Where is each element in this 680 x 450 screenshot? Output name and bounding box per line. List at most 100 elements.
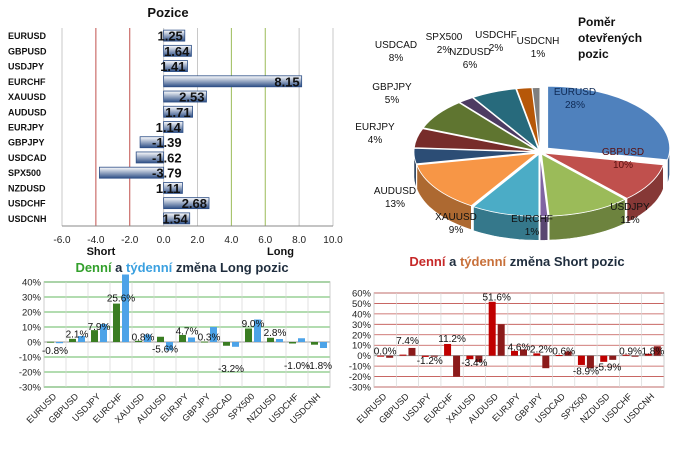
bar bbox=[135, 151, 165, 164]
y-tick-label: -20% bbox=[19, 368, 42, 379]
value-label: -1.62 bbox=[152, 150, 182, 165]
bar-daily bbox=[157, 336, 164, 342]
x-tick-label: 10.0 bbox=[323, 235, 343, 246]
category-label: GBPUSD bbox=[8, 46, 47, 56]
bar bbox=[163, 121, 184, 133]
data-label: 0.6% bbox=[552, 347, 575, 358]
value-label: 8.15 bbox=[274, 74, 299, 89]
y-tick-label: 40% bbox=[22, 278, 42, 289]
data-label: 25.6% bbox=[107, 294, 135, 305]
y-tick-label: 30% bbox=[22, 293, 42, 304]
category-label: USDJPY bbox=[8, 62, 44, 72]
category-label: XAUUSD bbox=[8, 92, 47, 102]
x-tick-label: -2.0 bbox=[121, 235, 139, 246]
bar-weekly bbox=[254, 319, 261, 342]
bar-weekly bbox=[78, 336, 85, 342]
x-tick-label: 8.0 bbox=[292, 235, 306, 246]
chart-title-part: a bbox=[445, 254, 459, 269]
data-label: 9.0% bbox=[242, 319, 265, 330]
bar-weekly bbox=[122, 274, 129, 342]
value-label: -3.79 bbox=[152, 166, 182, 181]
pie-value-label: 11% bbox=[620, 215, 639, 226]
bar-weekly bbox=[408, 347, 416, 356]
short-label: Short bbox=[87, 246, 116, 258]
bar-weekly bbox=[386, 355, 394, 358]
pie-label: USDCAD bbox=[375, 40, 417, 51]
value-label: 2.68 bbox=[182, 196, 207, 211]
data-label: 4.7% bbox=[176, 327, 199, 338]
data-label: -1.8% bbox=[306, 361, 332, 372]
pie-label: EURUSD bbox=[554, 87, 596, 98]
pie-slice bbox=[472, 88, 540, 151]
x-tick-label: -4.0 bbox=[87, 235, 105, 246]
data-label: 2.2% bbox=[530, 345, 553, 356]
bar bbox=[163, 60, 188, 72]
chart-title: Poměr bbox=[578, 15, 616, 29]
pie-value-label: 9% bbox=[449, 225, 464, 236]
bar-daily bbox=[135, 340, 142, 342]
bar-daily bbox=[223, 342, 230, 346]
bar-daily bbox=[47, 341, 54, 343]
bar-daily bbox=[69, 338, 76, 342]
bar-weekly bbox=[609, 355, 617, 360]
y-tick-label: 10% bbox=[22, 323, 42, 334]
data-label: -8.9% bbox=[573, 366, 599, 377]
bar-daily bbox=[179, 334, 186, 342]
pie-label: GBPUSD bbox=[602, 147, 644, 158]
bar-daily bbox=[511, 350, 518, 356]
data-label: 2.8% bbox=[264, 328, 287, 339]
y-tick-label: 20% bbox=[22, 308, 42, 319]
value-label: 1.11 bbox=[156, 181, 181, 196]
chart-title-part: Denní bbox=[409, 254, 446, 269]
bar-daily bbox=[201, 341, 208, 343]
bar-weekly bbox=[586, 355, 594, 369]
data-label: -5.9% bbox=[595, 362, 621, 373]
y-tick-label: 0% bbox=[357, 351, 371, 362]
pie-slice bbox=[472, 153, 540, 217]
bar-daily bbox=[533, 353, 541, 356]
data-label: -1.0% bbox=[284, 361, 310, 372]
bar bbox=[99, 166, 165, 179]
bar bbox=[163, 29, 186, 42]
bar-daily bbox=[267, 337, 274, 342]
x-tick-label: 0.0 bbox=[157, 235, 171, 246]
bar-weekly bbox=[430, 355, 438, 357]
pie-label: EURCHF bbox=[511, 214, 553, 225]
pie-slice bbox=[413, 128, 537, 152]
bar-daily bbox=[622, 354, 630, 356]
bar-weekly bbox=[453, 355, 461, 377]
bar-weekly bbox=[520, 349, 527, 356]
y-tick-label: 30% bbox=[352, 320, 372, 331]
value-label: 1.25 bbox=[157, 29, 182, 44]
data-label: 1.8% bbox=[641, 347, 664, 358]
chart-title-part: týdenní bbox=[460, 254, 507, 269]
chart-title-part: Denní bbox=[75, 260, 112, 275]
y-tick-label: -10% bbox=[349, 362, 372, 373]
pie-slice bbox=[516, 87, 540, 150]
pie-value-label: 28% bbox=[565, 100, 585, 111]
bar-weekly bbox=[497, 324, 505, 356]
chart-title: otevřených bbox=[578, 31, 642, 45]
pie-value-label: 6% bbox=[463, 60, 478, 71]
pie-slice bbox=[547, 85, 670, 161]
bar-daily bbox=[113, 303, 120, 342]
bar-daily bbox=[488, 301, 496, 356]
pie-slice bbox=[541, 153, 626, 217]
bar-weekly bbox=[188, 337, 195, 342]
bar-daily bbox=[577, 355, 585, 365]
value-label: 1.41 bbox=[160, 59, 185, 74]
data-label: 7.9% bbox=[88, 322, 111, 333]
category-label: USDCAD bbox=[8, 153, 47, 163]
value-label: 2.53 bbox=[179, 90, 204, 105]
chart-title: pozic bbox=[578, 47, 609, 61]
pie-slice bbox=[459, 97, 538, 151]
data-label: -3.2% bbox=[218, 364, 244, 375]
x-tick-label: 6.0 bbox=[258, 235, 272, 246]
bar-daily bbox=[444, 343, 452, 356]
bar bbox=[163, 212, 191, 225]
bar-daily bbox=[600, 355, 608, 362]
pie-label: GBPJPY bbox=[372, 82, 412, 93]
bar-weekly bbox=[56, 342, 63, 344]
